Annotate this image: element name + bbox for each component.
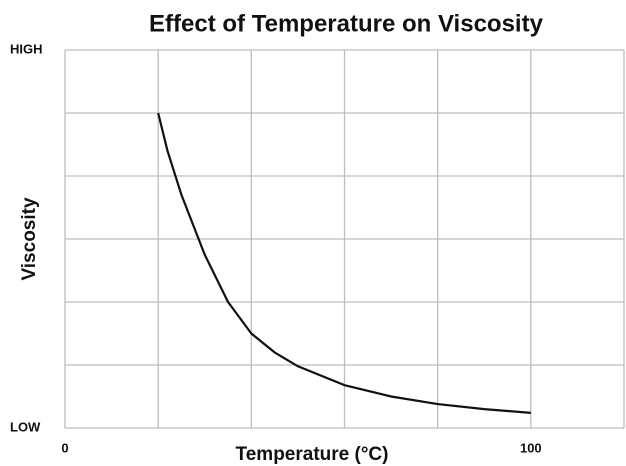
chart-title: Effect of Temperature on Viscosity (149, 10, 544, 37)
x-tick-label: 0 (61, 440, 68, 455)
y-tick-label: LOW (10, 419, 41, 434)
x-axis-label: Temperature (°C) (236, 444, 389, 465)
y-tick-label: HIGH (10, 41, 43, 56)
line-series (157, 112, 531, 414)
y-axis-label: Viscosity (19, 197, 40, 281)
x-tick-label: 100 (520, 440, 542, 455)
